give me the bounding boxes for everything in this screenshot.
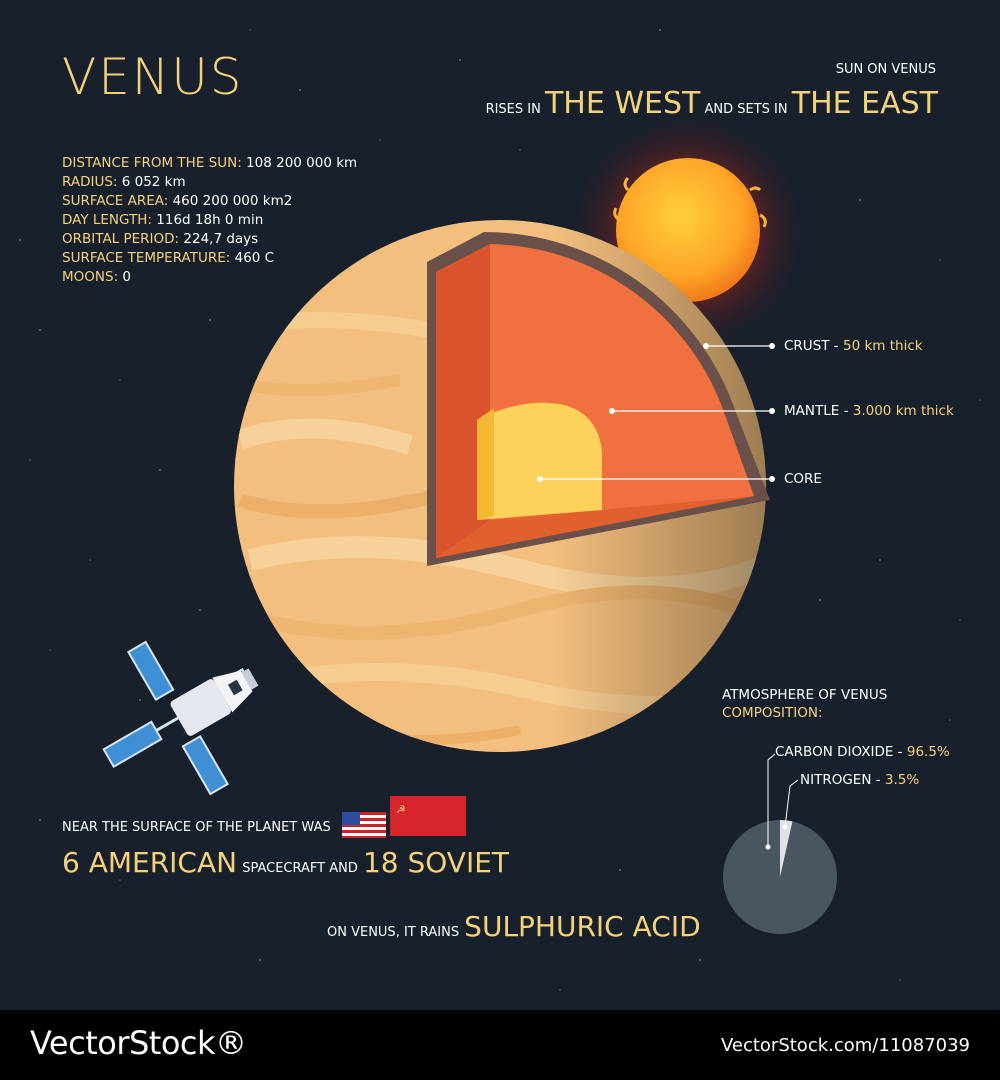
soviet-count: 18 SOVIET bbox=[362, 846, 509, 879]
fact-key: DAY LENGTH: bbox=[62, 212, 152, 228]
crust-dot bbox=[703, 343, 709, 349]
ussr-flag-icon: ☭ bbox=[390, 796, 466, 836]
nitrogen-label: NITROGEN - 3.5% bbox=[800, 772, 920, 788]
fact-key: DISTANCE FROM THE SUN: bbox=[62, 155, 242, 171]
core-label: CORE bbox=[784, 471, 822, 487]
svg-text:☭: ☭ bbox=[396, 803, 406, 816]
carbon-dioxide-leader bbox=[767, 753, 776, 847]
fact-value: 460 200 000 km2 bbox=[168, 193, 293, 209]
east-label: THE EAST bbox=[791, 86, 938, 121]
fact-row: DAY LENGTH: 116d 18h 0 min bbox=[62, 211, 357, 230]
fact-row: RADIUS: 6 052 km bbox=[62, 173, 357, 192]
fact-value: 460 C bbox=[230, 250, 275, 266]
facts-list: DISTANCE FROM THE SUN: 108 200 000 km RAD… bbox=[62, 154, 357, 287]
fact-value: 6 052 km bbox=[117, 174, 186, 190]
rises-in-label: RISES IN bbox=[485, 102, 541, 117]
sun-title: SUN ON VENUS bbox=[835, 62, 936, 77]
leader-lines bbox=[540, 345, 770, 480]
atmosphere-subtitle: COMPOSITION: bbox=[722, 705, 823, 721]
mantle-dot bbox=[609, 408, 615, 414]
footer-bar: VectorStock® VectorStock.com/11087039 bbox=[0, 1010, 1000, 1080]
spacecraft-illustration bbox=[102, 640, 259, 796]
fact-key: SURFACE TEMPERATURE: bbox=[62, 250, 231, 266]
core-dot bbox=[537, 476, 543, 482]
fact-key: SURFACE AREA: bbox=[62, 193, 169, 209]
spacecraft-line: 6 AMERICAN SPACECRAFT AND 18 SOVIET bbox=[62, 846, 509, 879]
carbon-dioxide-label: CARBON DIOXIDE - 96.5% bbox=[775, 744, 950, 760]
crust-label: CRUST - 50 km thick bbox=[784, 338, 923, 354]
fact-row: SURFACE TEMPERATURE: 460 C bbox=[62, 249, 357, 268]
nitrogen-dot bbox=[782, 824, 788, 830]
spacecraft-intro: NEAR THE SURFACE OF THE PLANET WAS bbox=[62, 820, 331, 835]
page-title: VENUS bbox=[62, 48, 244, 106]
spacecraft-middle: SPACECRAFT AND bbox=[242, 861, 358, 876]
fact-row: DISTANCE FROM THE SUN: 108 200 000 km bbox=[62, 154, 357, 173]
fact-row: SURFACE AREA: 460 200 000 km2 bbox=[62, 192, 357, 211]
usa-flag-icon bbox=[342, 812, 386, 838]
image-url: VectorStock.com/11087039 bbox=[720, 1035, 970, 1056]
vectorstock-logo: VectorStock® bbox=[30, 1024, 247, 1062]
fact-row: MOONS: 0 bbox=[62, 268, 357, 287]
fact-value: 224,7 days bbox=[179, 231, 259, 247]
fact-value: 0 bbox=[118, 269, 132, 285]
fact-row: ORBITAL PERIOD: 224,7 days bbox=[62, 230, 357, 249]
atmosphere-pie-chart bbox=[723, 753, 837, 934]
west-label: THE WEST bbox=[544, 86, 701, 121]
rain-line: ON VENUS, IT RAINS SULPHURIC ACID bbox=[327, 910, 701, 943]
rain-acid: SULPHURIC ACID bbox=[464, 910, 701, 943]
fact-value: 108 200 000 km bbox=[241, 155, 358, 171]
carbon-dioxide-dot bbox=[765, 844, 771, 850]
and-sets-in-label: AND SETS IN bbox=[704, 102, 788, 117]
nitrogen-leader bbox=[784, 779, 799, 828]
fact-key: RADIUS: bbox=[62, 174, 118, 190]
fact-key: MOONS: bbox=[62, 269, 119, 285]
pie-slice-nitrogen bbox=[780, 820, 793, 877]
atmosphere-title: ATMOSPHERE OF VENUS bbox=[722, 687, 888, 703]
sun-direction: RISES IN THE WEST AND SETS IN THE EAST bbox=[486, 86, 938, 121]
fact-key: ORBITAL PERIOD: bbox=[62, 231, 180, 247]
starfield bbox=[19, 29, 981, 991]
rain-prefix: ON VENUS, IT RAINS bbox=[327, 925, 460, 940]
fact-value: 116d 18h 0 min bbox=[151, 212, 264, 228]
mantle-label: MANTLE - 3.000 km thick bbox=[784, 403, 954, 419]
american-count: 6 AMERICAN bbox=[62, 846, 238, 879]
